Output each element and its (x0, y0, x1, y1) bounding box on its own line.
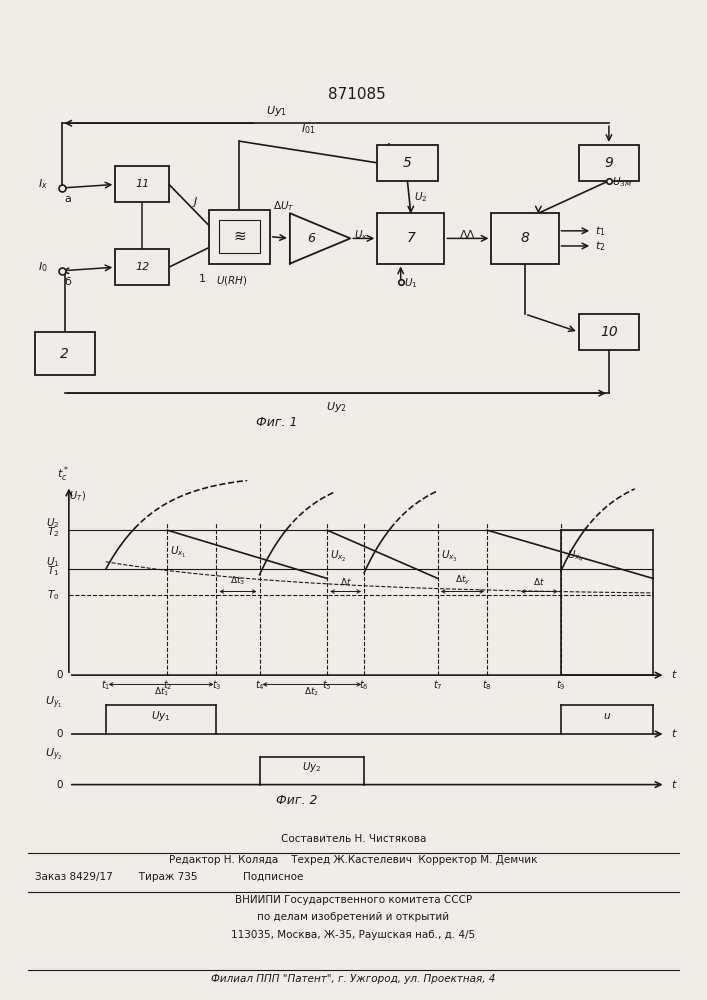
Bar (115, 166, 169, 202)
Text: 6: 6 (307, 232, 315, 245)
Text: 5: 5 (403, 156, 412, 170)
Text: 0: 0 (57, 729, 63, 739)
Text: $U(RH)$: $U(RH)$ (216, 274, 247, 287)
Text: ВНИИПИ Государственного комитета СССР: ВНИИПИ Государственного комитета СССР (235, 895, 472, 905)
Text: 10: 10 (600, 325, 618, 339)
Bar (491, 213, 559, 264)
Text: $\Delta t_3$: $\Delta t_3$ (230, 574, 245, 587)
Text: $Uy_2$: $Uy_2$ (327, 400, 347, 414)
Text: $U_{x_2}$: $U_{x_2}$ (330, 549, 347, 564)
Bar (378, 145, 438, 181)
Text: Филиал ППП "Патент", г. Ужгород, ул. Проектная, 4: Филиал ППП "Патент", г. Ужгород, ул. Про… (211, 974, 496, 984)
Text: 0: 0 (57, 670, 63, 680)
Text: $t_2$: $t_2$ (595, 239, 606, 253)
Text: Фиг. 1: Фиг. 1 (256, 416, 297, 429)
Text: $U_{x_4}$: $U_{x_4}$ (567, 549, 584, 564)
Text: $\Delta t$: $\Delta t$ (339, 576, 351, 587)
Text: ≋: ≋ (233, 229, 246, 244)
Text: $U_2$: $U_2$ (414, 190, 428, 204)
Text: $t_c^*$: $t_c^*$ (57, 464, 69, 484)
Text: 1: 1 (199, 274, 206, 284)
Text: $\Delta t_2$: $\Delta t_2$ (304, 685, 320, 698)
Bar (35, 332, 95, 375)
Text: $\Delta t_y$: $\Delta t_y$ (455, 574, 470, 587)
Bar (115, 249, 169, 285)
Text: 7: 7 (407, 231, 415, 245)
Text: по делам изобретений и открытий: по делам изобретений и открытий (257, 912, 450, 922)
Text: $T_1$: $T_1$ (47, 564, 59, 578)
Text: u: u (604, 711, 610, 721)
Text: $I_x$: $I_x$ (38, 178, 48, 191)
Text: 0: 0 (57, 780, 63, 790)
Text: Составитель Н. Чистякова: Составитель Н. Чистякова (281, 834, 426, 844)
Text: t: t (672, 670, 676, 680)
Text: Фиг. 2: Фиг. 2 (276, 794, 317, 808)
Text: $\Delta U_T$: $\Delta U_T$ (273, 199, 295, 213)
Polygon shape (290, 213, 351, 264)
Text: $I_0$: $I_0$ (38, 260, 48, 274)
Bar (219, 220, 259, 253)
Text: $t_5$: $t_5$ (322, 678, 332, 692)
Text: a: a (65, 194, 71, 204)
Bar (209, 210, 270, 264)
Text: $U_{x_1}$: $U_{x_1}$ (170, 545, 187, 560)
Text: 12: 12 (135, 262, 149, 272)
Text: ΛΛ: ΛΛ (460, 230, 476, 240)
Text: $t_7$: $t_7$ (433, 678, 443, 692)
Text: $t_8$: $t_8$ (482, 678, 492, 692)
Text: $\Delta t_1$: $\Delta t_1$ (153, 685, 169, 698)
Text: $t_1$: $t_1$ (101, 678, 110, 692)
Text: $(U_T)$: $(U_T)$ (66, 489, 86, 503)
Text: $t_9$: $t_9$ (556, 678, 566, 692)
Text: $Uy_1$: $Uy_1$ (151, 709, 171, 723)
Text: $U_1$: $U_1$ (404, 276, 418, 290)
Text: $Uy_2$: $Uy_2$ (302, 760, 322, 774)
Text: $t_2$: $t_2$ (163, 678, 172, 692)
Text: $U_{3M}$: $U_{3M}$ (612, 176, 633, 189)
Bar (579, 314, 639, 350)
Text: J: J (194, 197, 197, 207)
Text: $U_x$: $U_x$ (354, 228, 368, 242)
Text: 8: 8 (520, 231, 530, 245)
Text: $U_{y_1}$: $U_{y_1}$ (45, 695, 63, 711)
Bar (579, 145, 639, 181)
Text: Заказ 8429/17        Тираж 735              Подписное: Заказ 8429/17 Тираж 735 Подписное (35, 872, 304, 882)
Text: $T_0$: $T_0$ (47, 588, 59, 602)
Text: $U_{y_2}$: $U_{y_2}$ (45, 747, 63, 763)
Text: $t_6$: $t_6$ (359, 678, 369, 692)
Text: $t_1$: $t_1$ (595, 224, 606, 238)
Text: t: t (672, 729, 676, 739)
Text: $U_1$: $U_1$ (46, 555, 59, 569)
Text: $t_3$: $t_3$ (211, 678, 221, 692)
Text: 2: 2 (60, 347, 69, 361)
Text: Редактор Н. Коляда    Техред Ж.Кастелевич  Корректор М. Демчик: Редактор Н. Коляда Техред Ж.Кастелевич К… (169, 855, 538, 865)
Text: 113035, Москва, Ж-35, Раушская наб., д. 4/5: 113035, Москва, Ж-35, Раушская наб., д. … (231, 930, 476, 940)
Text: 9: 9 (604, 156, 614, 170)
Text: t: t (672, 780, 676, 790)
Text: $U_2$: $U_2$ (46, 516, 59, 530)
Text: $\Delta t$: $\Delta t$ (533, 576, 545, 587)
Text: 871085: 871085 (328, 87, 386, 102)
Bar (378, 213, 444, 264)
Text: $U_{x_3}$: $U_{x_3}$ (441, 549, 457, 564)
Text: $T_2$: $T_2$ (47, 525, 59, 539)
Text: 11: 11 (135, 179, 149, 189)
Text: б: б (65, 277, 71, 287)
Text: $Uy_1$: $Uy_1$ (266, 104, 287, 118)
Text: $t_4$: $t_4$ (255, 678, 264, 692)
Text: $I_{01}$: $I_{01}$ (301, 122, 315, 136)
